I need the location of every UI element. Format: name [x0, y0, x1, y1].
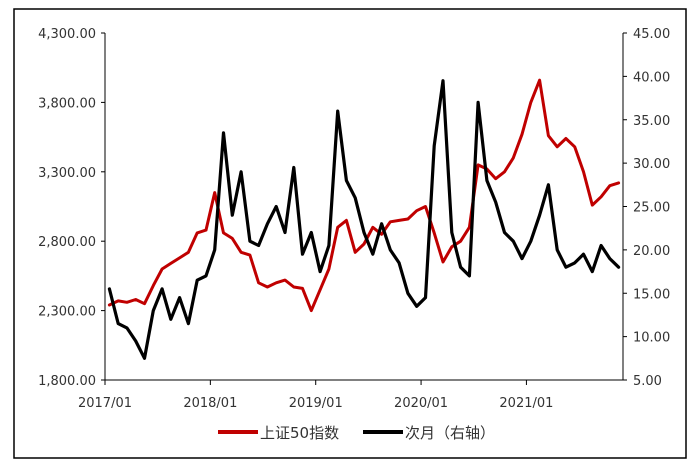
- right-tick-label: 40.00: [633, 70, 670, 85]
- legend-label-sse50: 上证50指数: [260, 424, 339, 442]
- x-axis-tick-labels: 2017/01 2018/01 2019/01 2020/01 2021/01: [78, 380, 553, 411]
- right-tick-label: 10.00: [633, 331, 670, 346]
- x-tick-label: 2017/01: [78, 396, 132, 411]
- right-tick-label: 25.00: [633, 201, 670, 216]
- left-tick-label: 2,300.00: [38, 305, 96, 320]
- right-tick-label: 5.00: [633, 374, 662, 389]
- series-line-next-month: [107, 79, 621, 360]
- right-axis-tick-labels: 5.00 10.00 15.00 20.00 25.00 30.00 35.00 40.00 4…: [623, 27, 670, 389]
- left-tick-label: 2,800.00: [38, 235, 96, 250]
- right-tick-label: 15.00: [633, 287, 670, 302]
- left-axis-tick-labels: 1,800.00 2,300.00 2,800.00 3,300.00 3,800.00…: [38, 27, 105, 389]
- x-tick-label: 2020/01: [394, 396, 448, 411]
- left-tick-label: 4,300.00: [38, 27, 96, 42]
- x-tick-label: 2021/01: [499, 396, 553, 411]
- series-lines: [107, 78, 621, 360]
- right-tick-label: 30.00: [633, 157, 670, 172]
- left-tick-label: 3,300.00: [38, 166, 96, 181]
- x-tick-label: 2019/01: [289, 396, 343, 411]
- left-tick-label: 3,800.00: [38, 96, 96, 111]
- legend: 上证50指数 次月（右轴）: [218, 424, 495, 442]
- series-line-sse50: [107, 78, 621, 313]
- right-tick-label: 35.00: [633, 114, 670, 129]
- left-tick-label: 1,800.00: [38, 374, 96, 389]
- right-tick-label: 45.00: [633, 27, 670, 42]
- legend-label-next-month: 次月（右轴）: [405, 424, 495, 442]
- x-tick-label: 2018/01: [183, 396, 237, 411]
- right-tick-label: 20.00: [633, 244, 670, 259]
